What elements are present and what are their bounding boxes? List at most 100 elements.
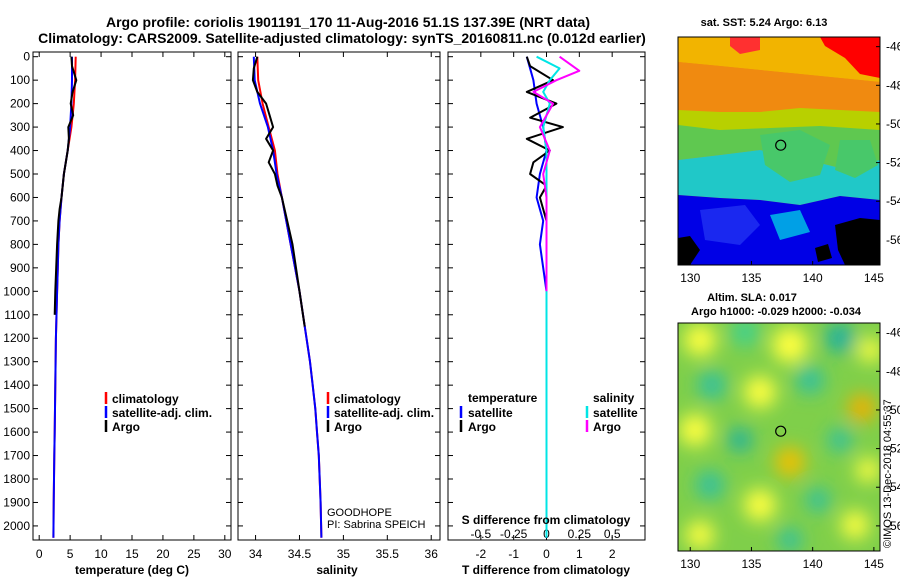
x-tick-label: -1 bbox=[508, 547, 519, 561]
pi-note: PI: Sabrina SPEICH bbox=[327, 519, 425, 531]
figure-title-line1: Argo profile: coriolis 1901191_170 11-Au… bbox=[106, 14, 590, 30]
sla-map-frame bbox=[677, 322, 881, 552]
map-x-tick-label: 145 bbox=[864, 557, 884, 571]
y-tick-label: 0 bbox=[23, 50, 30, 64]
y-tick-label: 200 bbox=[10, 97, 30, 111]
y-tick-label: 800 bbox=[10, 237, 30, 251]
map-y-tick-label: -54 bbox=[886, 194, 900, 208]
project-note: GOODHOPE bbox=[327, 507, 392, 519]
x-tick-label: 25 bbox=[187, 547, 201, 561]
x-tick-label: 36 bbox=[425, 547, 439, 561]
y-tick-label: 1300 bbox=[3, 355, 30, 369]
map-y-tick-label: -52 bbox=[886, 156, 900, 170]
x-tick-label: 0 bbox=[36, 547, 43, 561]
salinity-lines bbox=[251, 56, 323, 538]
legend-label-climatology: climatology bbox=[112, 392, 179, 406]
temperature-lines bbox=[52, 56, 78, 538]
y-tick-label: 1000 bbox=[3, 284, 30, 298]
sst-map-title: sat. SST: 5.24 Argo: 6.13 bbox=[701, 17, 828, 29]
x-tick-label: -2 bbox=[475, 547, 486, 561]
s-tick-label: 0.25 bbox=[568, 527, 592, 541]
temperature-x-axis-label: temperature (deg C) bbox=[75, 563, 189, 577]
difference-legend-temperature: temperature satellite Argo bbox=[459, 391, 538, 434]
difference-x-axis-label: T difference from climatology bbox=[462, 563, 630, 577]
x-tick-label: 1 bbox=[576, 547, 583, 561]
series-line-argo bbox=[53, 56, 78, 315]
map-y-tick-label: -56 bbox=[886, 233, 900, 247]
temperature-plot-frame bbox=[32, 51, 232, 541]
sla-map-profile-marker bbox=[775, 425, 787, 437]
map-x-tick-label: 140 bbox=[803, 271, 823, 285]
salinity-plot-frame bbox=[237, 51, 441, 541]
x-tick-label: 10 bbox=[94, 547, 108, 561]
x-tick-label: 35.5 bbox=[376, 547, 400, 561]
sla-map-x-ticks: 130 135 140 145 bbox=[680, 547, 884, 571]
x-tick-label: 35 bbox=[337, 547, 351, 561]
difference-s-axis-label: S difference from climatology bbox=[462, 513, 631, 527]
map-x-tick-label: 135 bbox=[741, 557, 761, 571]
sst-map-x-ticks: 130 135 140 145 bbox=[680, 261, 884, 285]
difference-lines bbox=[525, 55, 581, 538]
map-y-tick-label: -48 bbox=[886, 364, 900, 378]
sla-map-y-ticks: -46 -48 -50 -52 -54 -56 bbox=[876, 326, 900, 533]
sst-map-y-ticks: -46 -48 -50 -52 -54 -56 bbox=[876, 40, 900, 247]
s-tick-label: 0.5 bbox=[604, 527, 621, 541]
sla-map-image bbox=[678, 323, 880, 551]
y-tick-label: 1400 bbox=[3, 378, 30, 392]
map-y-tick-label: -50 bbox=[886, 403, 900, 417]
map-y-tick-label: -46 bbox=[886, 326, 900, 340]
legend-label-temp-satellite: satellite bbox=[468, 406, 513, 420]
temperature-legend: climatology satellite-adj. clim. Argo bbox=[104, 392, 212, 434]
map-x-tick-label: 145 bbox=[864, 271, 884, 285]
y-tick-label: 100 bbox=[10, 73, 30, 87]
legend-heading-salinity: salinity bbox=[593, 391, 635, 405]
x-tick-label: 34.5 bbox=[288, 547, 312, 561]
map-x-tick-label: 130 bbox=[680, 557, 700, 571]
legend-heading-temperature: temperature bbox=[468, 391, 538, 405]
x-tick-label: 5 bbox=[67, 547, 74, 561]
map-x-tick-label: 130 bbox=[680, 271, 700, 285]
map-y-tick-label: -46 bbox=[886, 40, 900, 54]
salinity-y-ticks bbox=[238, 56, 440, 527]
sst-map-image bbox=[678, 37, 880, 265]
legend-label-satellite: satellite-adj. clim. bbox=[112, 406, 212, 420]
legend-label-sal-argo: Argo bbox=[593, 420, 621, 434]
legend-label-argo: Argo bbox=[112, 420, 140, 434]
salinity-legend: climatology satellite-adj. clim. Argo bbox=[326, 392, 434, 434]
x-tick-label: 2 bbox=[609, 547, 616, 561]
map-y-tick-label: -56 bbox=[886, 519, 900, 533]
y-tick-label: 300 bbox=[10, 120, 30, 134]
difference-legend-salinity: salinity satellite Argo bbox=[585, 391, 638, 434]
y-tick-label: 400 bbox=[10, 144, 30, 158]
y-tick-label: 1800 bbox=[3, 472, 30, 486]
y-tick-label: 500 bbox=[10, 167, 30, 181]
difference-y-ticks bbox=[448, 56, 645, 527]
sst-map-frame bbox=[677, 36, 881, 266]
imos-credit: ©IMOS 13-Dec-2018 04:55:37 bbox=[882, 399, 894, 548]
legend-label-satellite: satellite-adj. clim. bbox=[334, 406, 434, 420]
s-tick-label: -0.5 bbox=[470, 527, 491, 541]
difference-panel: -2 -1 0 1 2 -0.5 -0.25 0 0.25 0.5 T difference f… bbox=[447, 51, 646, 577]
legend-label-temp-argo: Argo bbox=[468, 420, 496, 434]
y-tick-label: 600 bbox=[10, 190, 30, 204]
x-tick-label: 20 bbox=[156, 547, 170, 561]
sla-map-subtitle: Argo h1000: -0.029 h2000: -0.034 bbox=[691, 306, 862, 318]
s-tick-label: -0.25 bbox=[500, 527, 528, 541]
map-y-tick-label: -50 bbox=[886, 117, 900, 131]
x-tick-label: 15 bbox=[125, 547, 139, 561]
legend-label-climatology: climatology bbox=[334, 392, 401, 406]
series-line-argo bbox=[251, 56, 306, 327]
series-line-salinity-argo bbox=[532, 55, 581, 292]
map-y-tick-label: -54 bbox=[886, 480, 900, 494]
y-tick-label: 1200 bbox=[3, 331, 30, 345]
figure-title-line2: Climatology: CARS2009. Satellite-adjuste… bbox=[38, 30, 646, 46]
sla-map-panel: Altim. SLA: 0.017 Argo h1000: -0.029 h20… bbox=[677, 292, 900, 571]
difference-x-ticks: -2 -1 0 1 2 bbox=[475, 52, 616, 561]
x-tick-label: 30 bbox=[218, 547, 232, 561]
y-tick-label: 700 bbox=[10, 214, 30, 228]
y-tick-label: 1100 bbox=[4, 308, 30, 322]
map-y-tick-label: -52 bbox=[886, 442, 900, 456]
y-tick-label: 900 bbox=[10, 261, 30, 275]
map-y-tick-label: -48 bbox=[886, 78, 900, 92]
